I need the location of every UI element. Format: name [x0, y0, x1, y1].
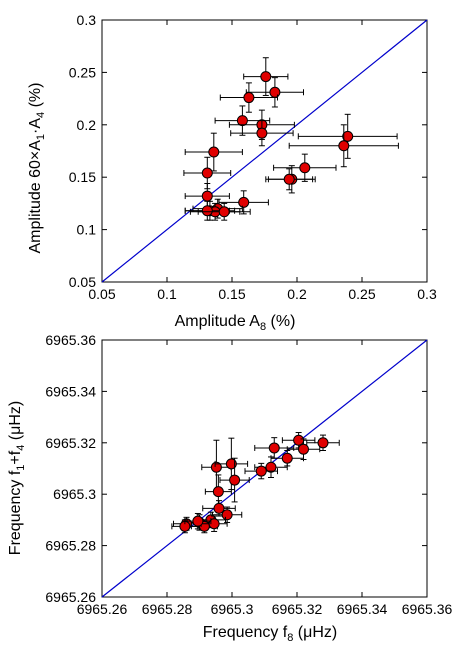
- point-marker: [208, 518, 220, 530]
- point-marker: [225, 458, 237, 470]
- x-tick-label: 0.2: [287, 286, 307, 302]
- y-tick-label: 0.05: [69, 274, 96, 290]
- data-point: [202, 500, 236, 517]
- data-point: [306, 434, 340, 452]
- x-axis-label: Amplitude A8 (%): [175, 313, 296, 333]
- point-marker: [218, 206, 230, 218]
- data-point: [201, 439, 232, 495]
- y-tick-label: 0.1: [77, 222, 97, 238]
- x-tick-label: 6965.34: [337, 601, 388, 617]
- one-to-one-line: [101, 19, 428, 283]
- x-tick-label: 0.05: [88, 286, 115, 302]
- point-marker: [229, 474, 241, 486]
- plot-area: [101, 19, 428, 283]
- point-marker: [293, 434, 305, 446]
- x-tick-label: 6965.3: [211, 601, 254, 617]
- point-marker: [238, 196, 250, 208]
- x-tick-label: 6965.28: [142, 601, 193, 617]
- y-axis-label: Frequency f1+f4 (μHz): [7, 401, 27, 555]
- plot-frame: [101, 19, 428, 283]
- chart-amplitude: 0.05 0.1 0.15 0.2 0.25 0.3 0.05 0.1 0.15 0.2 0.25…: [27, 12, 437, 333]
- y-tick-label: 6965.34: [45, 383, 96, 399]
- data-point: [244, 462, 278, 480]
- x-tick-label: 6965.32: [272, 601, 323, 617]
- y-tick-label: 6965.26: [45, 589, 96, 605]
- point-marker: [260, 71, 272, 83]
- data-point: [219, 457, 250, 503]
- data-point: [184, 200, 230, 221]
- data-points: [171, 432, 340, 534]
- x-ticks: 0.05 0.1 0.15 0.2 0.25 0.3: [88, 20, 437, 302]
- plot-frame: [101, 339, 428, 598]
- point-marker: [236, 115, 248, 127]
- data-point: [286, 438, 321, 461]
- point-marker: [281, 452, 293, 464]
- y-tick-label: 0.2: [77, 117, 97, 133]
- data-point: [184, 512, 212, 530]
- data-point: [288, 124, 399, 168]
- y-tick-label: 6965.32: [45, 435, 96, 451]
- x-ticks: 6965.26 6965.28 6965.3 6965.32 6965.34 6965.3…: [77, 340, 453, 617]
- x-tick-label: 0.15: [218, 286, 245, 302]
- point-marker: [338, 140, 350, 152]
- reference-line: [101, 19, 428, 283]
- y-ticks: 6965.26 6965.28 6965.3 6965.32 6965.34 6965.3…: [45, 332, 427, 605]
- data-point: [219, 82, 278, 113]
- point-marker: [283, 173, 295, 185]
- x-tick-label: 0.25: [348, 286, 375, 302]
- data-point: [230, 120, 294, 147]
- x-tick-label: 0.3: [417, 286, 437, 302]
- x-tick-label: 6965.26: [77, 601, 128, 617]
- point-marker: [317, 437, 329, 449]
- point-marker: [255, 465, 267, 477]
- y-tick-label: 6965.3: [53, 486, 96, 502]
- point-marker: [213, 502, 225, 514]
- plot-area: [101, 339, 428, 598]
- y-tick-label: 6965.36: [45, 332, 96, 348]
- data-point: [297, 113, 398, 159]
- point-marker: [201, 167, 213, 179]
- x-axis-label: Frequency f8 (μHz): [203, 624, 337, 644]
- data-point: [245, 77, 304, 108]
- data-point: [218, 190, 269, 215]
- point-marker: [192, 515, 204, 527]
- y-axis-label: Amplitude 60×A1·A4 (%): [27, 83, 47, 254]
- data-points: [183, 57, 399, 221]
- data-point: [212, 506, 243, 523]
- point-marker: [269, 86, 281, 98]
- point-marker: [342, 130, 354, 142]
- point-marker: [265, 461, 277, 473]
- data-point: [184, 132, 243, 172]
- y-tick-label: 6965.28: [45, 538, 96, 554]
- y-tick-label: 0.3: [77, 12, 97, 28]
- point-marker: [208, 146, 220, 158]
- y-tick-label: 0.15: [69, 169, 96, 185]
- point-marker: [201, 205, 213, 217]
- x-tick-label: 6965.36: [402, 601, 453, 617]
- data-point: [273, 153, 337, 182]
- point-marker: [212, 486, 224, 498]
- data-point: [243, 57, 289, 96]
- point-marker: [221, 509, 233, 521]
- point-marker: [268, 442, 280, 454]
- data-point: [197, 202, 251, 221]
- point-marker: [298, 443, 309, 455]
- data-point: [281, 432, 316, 449]
- y-ticks: 0.05 0.1 0.15 0.2 0.25 0.3: [69, 12, 427, 290]
- point-marker: [243, 92, 255, 104]
- point-marker: [201, 190, 213, 202]
- data-point: [265, 168, 314, 191]
- point-marker: [256, 127, 268, 139]
- chart-frequency: 6965.26 6965.28 6965.3 6965.32 6965.34 6965.3…: [7, 332, 453, 644]
- x-tick-label: 0.1: [157, 286, 177, 302]
- point-marker: [299, 162, 311, 174]
- point-marker: [210, 461, 222, 473]
- y-tick-label: 0.25: [69, 64, 96, 80]
